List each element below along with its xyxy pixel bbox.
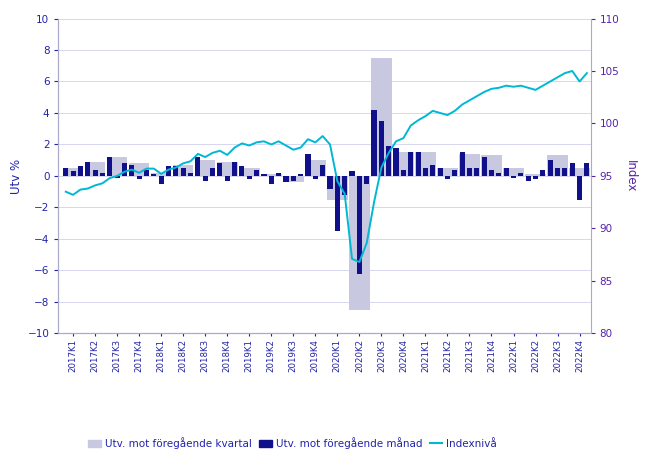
Bar — [349, 171, 354, 176]
Bar — [261, 175, 282, 176]
Bar — [71, 171, 76, 176]
Bar — [335, 176, 340, 231]
Bar — [254, 169, 259, 176]
Bar — [232, 162, 237, 176]
Bar — [188, 173, 193, 176]
Bar — [283, 176, 304, 182]
Bar — [401, 169, 406, 176]
Bar — [291, 176, 296, 181]
Bar — [63, 168, 83, 176]
Bar — [459, 152, 465, 176]
Bar — [328, 176, 332, 188]
Bar — [393, 152, 413, 176]
Bar — [202, 176, 208, 181]
Bar — [136, 176, 141, 179]
Bar — [276, 173, 281, 176]
Bar — [166, 167, 171, 176]
Legend: Utv. mot föregående kvartal, Utv. mot föregående månad, Indexnivå: Utv. mot föregående kvartal, Utv. mot fö… — [84, 433, 501, 453]
Y-axis label: Utv %: Utv % — [10, 158, 23, 194]
Bar — [577, 176, 582, 200]
Bar — [445, 176, 450, 179]
Bar — [467, 168, 472, 176]
Bar — [144, 169, 149, 176]
Bar — [122, 163, 127, 176]
Bar — [489, 169, 494, 176]
Bar — [247, 176, 252, 179]
Bar — [115, 176, 119, 177]
Bar — [342, 176, 347, 195]
Y-axis label: Index: Index — [624, 160, 637, 192]
Bar — [85, 162, 90, 176]
Bar — [320, 165, 325, 176]
Bar — [547, 156, 568, 176]
Bar — [504, 168, 509, 176]
Bar — [555, 168, 560, 176]
Bar — [371, 58, 391, 176]
Bar — [107, 157, 112, 176]
Bar — [430, 165, 435, 176]
Bar — [195, 157, 201, 176]
Bar — [482, 157, 487, 176]
Bar — [269, 176, 274, 184]
Bar — [306, 154, 311, 176]
Bar — [100, 173, 105, 176]
Bar — [452, 169, 458, 176]
Bar — [379, 121, 384, 176]
Bar — [239, 167, 245, 176]
Bar — [173, 167, 178, 176]
Bar — [503, 168, 524, 176]
Bar — [386, 146, 391, 176]
Bar — [437, 168, 443, 176]
Bar — [85, 162, 105, 176]
Bar — [511, 176, 516, 177]
Bar — [225, 176, 230, 181]
Bar — [569, 168, 590, 176]
Bar — [548, 160, 553, 176]
Bar — [364, 176, 369, 184]
Bar — [239, 168, 260, 176]
Bar — [327, 176, 348, 200]
Bar — [107, 157, 127, 176]
Bar — [519, 173, 524, 176]
Bar — [195, 160, 215, 176]
Bar — [210, 168, 215, 176]
Bar — [151, 175, 156, 176]
Bar — [541, 169, 545, 176]
Bar — [298, 175, 303, 176]
Bar — [415, 152, 435, 176]
Bar — [129, 163, 149, 176]
Bar — [481, 156, 502, 176]
Bar — [93, 169, 98, 176]
Bar — [408, 152, 413, 176]
Bar — [393, 148, 398, 176]
Bar — [371, 110, 376, 176]
Bar — [217, 162, 238, 176]
Bar — [262, 175, 267, 176]
Bar — [423, 168, 428, 176]
Bar — [129, 165, 134, 176]
Bar — [533, 176, 538, 179]
Bar — [570, 163, 575, 176]
Bar — [459, 154, 480, 176]
Bar — [284, 176, 289, 182]
Bar — [217, 163, 223, 176]
Bar — [437, 168, 458, 176]
Bar — [496, 173, 502, 176]
Bar — [151, 173, 171, 176]
Bar — [63, 168, 68, 176]
Bar — [526, 176, 531, 181]
Bar — [562, 168, 567, 176]
Bar — [78, 167, 83, 176]
Bar — [525, 175, 546, 176]
Bar — [474, 168, 480, 176]
Bar — [158, 176, 164, 184]
Bar — [180, 168, 186, 176]
Bar — [313, 176, 318, 179]
Bar — [584, 163, 589, 176]
Bar — [415, 152, 421, 176]
Bar — [173, 165, 193, 176]
Bar — [357, 176, 362, 274]
Bar — [305, 160, 326, 176]
Bar — [349, 176, 370, 310]
